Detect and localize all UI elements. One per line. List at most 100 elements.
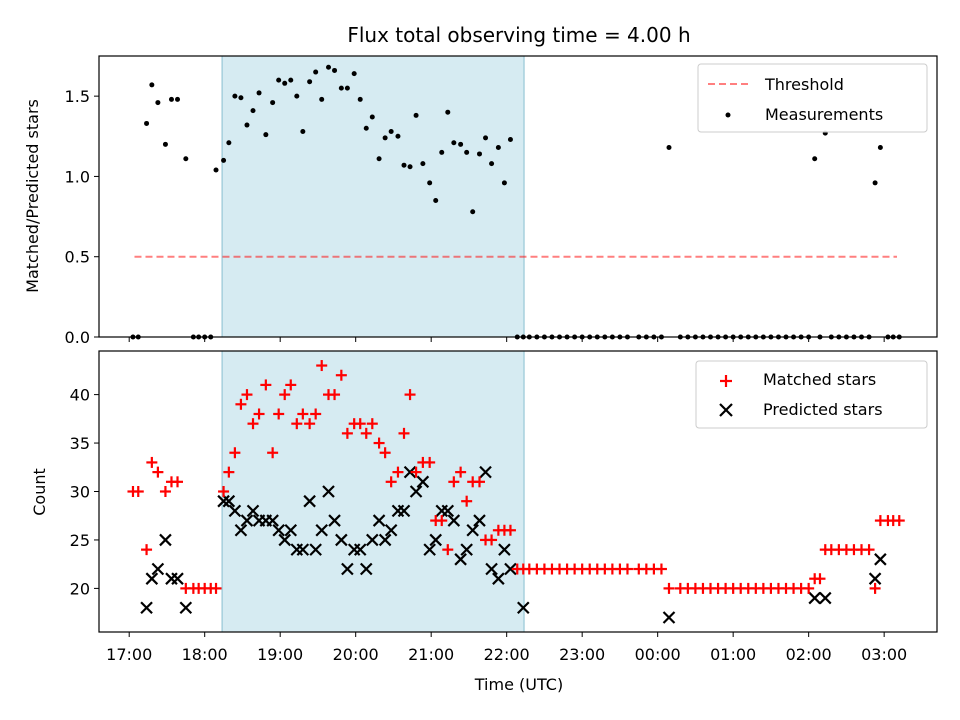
measurement-point — [427, 180, 433, 186]
bottom-y-tick-label: 30 — [70, 483, 90, 502]
matched-point — [398, 427, 410, 439]
measurement-point — [388, 128, 394, 134]
predicted-point — [378, 533, 392, 547]
measurement-point — [332, 67, 338, 73]
predicted-legend-marker — [719, 403, 733, 417]
x-tick-label: 18:00 — [182, 645, 228, 664]
predicted-point — [498, 543, 511, 556]
measurement-point — [369, 114, 375, 120]
measurement-point — [395, 133, 401, 139]
predicted-point — [303, 494, 316, 508]
top-y-axis: 0.0 0.5 1.0 1.5 — [65, 87, 99, 347]
predicted-point — [662, 611, 676, 624]
threshold-legend-label: Threshold — [764, 75, 844, 94]
matched-point — [392, 466, 404, 478]
predicted-point — [171, 572, 184, 585]
predicted-point — [217, 494, 230, 508]
predicted-point — [240, 514, 254, 527]
matched-point — [152, 466, 164, 478]
measurement-point — [439, 149, 445, 155]
measurement-point — [319, 96, 325, 102]
matched-point — [621, 563, 633, 575]
measurement-point — [812, 156, 818, 162]
measurement-point — [221, 157, 227, 163]
x-tick-label: 19:00 — [257, 645, 303, 664]
bottom-legend: Matched stars Predicted stars — [695, 360, 928, 429]
top-axes-frame — [98, 55, 938, 338]
measurement-point — [244, 122, 250, 128]
measurement-point — [144, 120, 150, 126]
matched-point — [442, 544, 454, 556]
predicted-point — [159, 533, 172, 547]
predicted-point — [322, 485, 335, 498]
top-y-tick-label: 1.5 — [65, 87, 90, 106]
matched-point — [424, 456, 436, 468]
top-panel: 0.0 0.5 1.0 1.5 Matched/Predicted stars Thr… — [23, 55, 938, 347]
bottom-legend-box — [695, 360, 928, 429]
matched-point — [253, 408, 265, 420]
matched-point — [247, 418, 259, 430]
measurement-point — [155, 100, 161, 106]
matched-point — [304, 418, 316, 430]
measurement-point — [344, 85, 350, 91]
matched-point — [297, 408, 309, 420]
predicted-point — [384, 523, 398, 537]
measurement-point — [483, 135, 489, 141]
matched-point — [335, 369, 347, 381]
matched-point — [869, 582, 881, 594]
measurement-point — [451, 140, 457, 146]
measurement-point — [276, 77, 282, 83]
predicted-point — [441, 504, 455, 518]
measurement-point — [232, 93, 238, 99]
x-tick-label: 17:00 — [106, 645, 152, 664]
bottom-y-tick-label: 40 — [70, 386, 90, 405]
measurement-point — [213, 167, 219, 173]
matched-point — [260, 379, 272, 391]
measurement-point — [407, 164, 413, 170]
predicted-point — [179, 601, 193, 615]
matched-point — [486, 534, 498, 546]
measurement-point — [413, 112, 419, 118]
predicted-point — [479, 465, 492, 479]
predicted-point — [473, 514, 486, 527]
matched-point — [461, 495, 473, 507]
matched-point — [366, 418, 378, 430]
predicted-points — [140, 465, 887, 624]
bottom-y-tick-label: 35 — [70, 434, 90, 453]
measurement-point — [183, 156, 189, 162]
matched-point — [267, 447, 279, 459]
matched-legend-marker — [720, 375, 732, 387]
x-tick-label: 22:00 — [484, 645, 530, 664]
measurement-point — [282, 80, 288, 86]
x-tick-label: 02:00 — [786, 645, 832, 664]
measurement-point — [294, 93, 300, 99]
matched-point — [803, 582, 815, 594]
bottom-y-tick-label: 20 — [70, 579, 90, 598]
measurement-point — [149, 82, 155, 88]
predicted-point — [397, 504, 411, 518]
predicted-point — [165, 572, 178, 585]
x-axis-label: Time (UTC) — [474, 675, 563, 694]
matched-point — [655, 563, 667, 575]
matched-point — [146, 456, 158, 468]
measurement-point — [238, 95, 244, 101]
matched-point — [814, 573, 826, 585]
bottom-x-axis: 17:00 18:00 19:00 20:00 21:00 22:00 23:00 00:00… — [106, 632, 907, 664]
top-y-axis-label: Matched/Predicted stars — [23, 99, 42, 293]
predicted-point — [447, 514, 461, 527]
measurement-point — [363, 125, 369, 131]
measurement-point — [263, 132, 269, 138]
predicted-point — [874, 553, 887, 566]
matched-point — [273, 408, 285, 420]
matched-point — [379, 447, 391, 459]
predicted-point — [341, 562, 354, 576]
top-shaded-span — [221, 55, 525, 338]
matched-point — [404, 389, 416, 401]
measurements-legend-marker — [725, 112, 731, 118]
predicted-point — [315, 523, 328, 537]
predicted-point — [808, 591, 821, 605]
predicted-point — [366, 533, 379, 547]
matched-point — [504, 524, 516, 536]
matched-point — [291, 418, 303, 430]
